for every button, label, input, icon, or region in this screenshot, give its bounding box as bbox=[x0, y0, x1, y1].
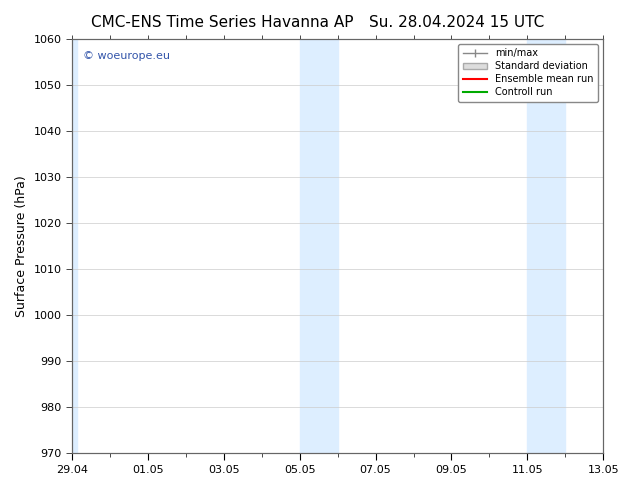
Text: CMC-ENS Time Series Havanna AP: CMC-ENS Time Series Havanna AP bbox=[91, 15, 353, 30]
Bar bbox=[72, 39, 77, 453]
Y-axis label: Surface Pressure (hPa): Surface Pressure (hPa) bbox=[15, 175, 28, 317]
Text: © woeurope.eu: © woeurope.eu bbox=[82, 51, 170, 61]
Bar bbox=[300, 39, 338, 453]
Text: Su. 28.04.2024 15 UTC: Su. 28.04.2024 15 UTC bbox=[369, 15, 544, 30]
Legend: min/max, Standard deviation, Ensemble mean run, Controll run: min/max, Standard deviation, Ensemble me… bbox=[458, 44, 598, 102]
Bar bbox=[527, 39, 566, 453]
